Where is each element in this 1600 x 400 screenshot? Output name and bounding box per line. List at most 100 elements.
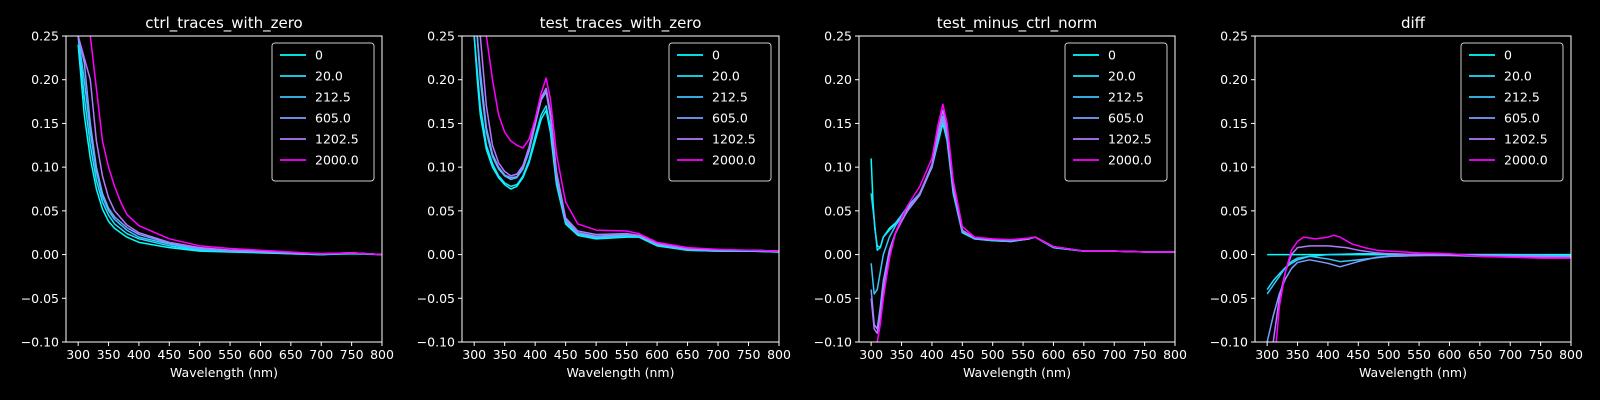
chart-1-x-axis-label: Wavelength (nm) [170,365,278,380]
chart-2-axes-frame [461,35,780,343]
chart-3-x-tick-label: 300 [859,347,883,362]
chart-2-legend-label: 20.0 [712,69,740,84]
chart-1-legend-box [271,42,375,182]
chart-3-y-tick-label: 0.00 [824,247,852,262]
chart-3-legend-box [1064,42,1168,182]
chart-2-x-tick-label: 500 [584,347,608,362]
chart-2-y-tick-label: 0.05 [427,203,455,218]
chart-1-legend-label: 212.5 [315,90,351,105]
chart-1-y-tick-label: 0.25 [31,29,59,44]
chart-3-x-tick-label: 750 [1133,347,1157,362]
chart-4-y-tick-label: 0.05 [1220,203,1248,218]
chart-4-x-tick-label: 500 [1377,347,1401,362]
chart-4-x-axis-label: Wavelength (nm) [1359,365,1467,380]
chart-1-x-tick-label: 800 [370,347,394,362]
chart-1-y-tick-label: 0.20 [31,72,59,87]
chart-4-legend-label: 20.0 [1504,69,1532,84]
chart-4-series-3-line [1266,254,1571,342]
chart-1-title: ctrl_traces_with_zero [145,14,302,33]
chart-3-y-tick-label: −0.10 [814,335,852,350]
chart-4-y-tick-label: 0.00 [1220,247,1248,262]
chart-4-x-tick-label: 800 [1559,347,1583,362]
chart-4-legend-label: 212.5 [1504,90,1540,105]
chart-4-y-tick-label: 0.15 [1220,116,1248,131]
chart-4-x-tick-label: 350 [1286,347,1310,362]
chart-2-legend-label: 0 [712,48,720,63]
chart-2-x-tick-label: 400 [523,347,547,362]
chart-1-x-tick-label: 750 [340,347,364,362]
chart-4-x-tick-label: 550 [1407,347,1431,362]
chart-1-x-tick-label: 500 [188,347,212,362]
chart-3-y-tick-label: 0.25 [824,29,852,44]
chart-4-legend-label: 2000.0 [1504,153,1548,168]
chart-3-y-tick-label: 0.05 [824,203,852,218]
chart-1-y-tick-label: 0.05 [31,203,59,218]
chart-1-y-tick-label: −0.10 [21,335,59,350]
chart-1-x-tick-label: 550 [218,347,242,362]
chart-3-legend-label: 212.5 [1108,90,1144,105]
chart-2-x-tick-label: 350 [493,347,517,362]
chart-2-legend-box [668,42,772,182]
chart-3-x-tick-label: 500 [981,347,1005,362]
chart-1-x-tick-label: 650 [279,347,303,362]
chart-2-x-tick-label: 750 [737,347,761,362]
chart-2-legend-label: 212.5 [712,90,748,105]
chart-3-legend-label: 2000.0 [1108,153,1152,168]
chart-3-axes-frame [858,35,1176,343]
chart-3-x-tick-label: 350 [890,347,914,362]
chart-4-legend-box [1460,42,1564,182]
chart-2-y-tick-label: −0.05 [417,291,455,306]
chart-1-legend-label: 0 [315,48,323,63]
chart-1-x-tick-label: 300 [66,347,90,362]
chart-2-legend-label: 2000.0 [712,153,756,168]
chart-2-y-tick-label: 0.15 [427,116,455,131]
chart-3-x-tick-label: 800 [1163,347,1187,362]
chart-4-x-tick-label: 750 [1529,347,1553,362]
chart-2-x-tick-label: 300 [462,347,486,362]
chart-1-x-tick-label: 700 [309,347,333,362]
chart-2-series-4-line [479,36,779,252]
chart-1-x-tick-label: 400 [127,347,151,362]
chart-3-x-tick-label: 650 [1072,347,1096,362]
chart-4-series-group [1266,234,1571,342]
chart-3-x-tick-label: 550 [1011,347,1035,362]
chart-2-x-axis-label: Wavelength (nm) [567,365,675,380]
chart-3-x-tick-label: 700 [1102,347,1126,362]
chart-2-x-tick-label: 550 [615,347,639,362]
chart-3-x-tick-label: 400 [920,347,944,362]
chart-1-series-group [77,36,382,256]
chart-4-x-tick-label: 650 [1468,347,1492,362]
chart-2-x-tick-label: 600 [645,347,669,362]
chart-4-x-tick-label: 300 [1255,347,1279,362]
chart-1-y-tick-label: 0.10 [31,160,59,175]
chart-4-y-tick-label: 0.25 [1220,29,1248,44]
chart-4-legend: 0 20.0 212.5 605.0 1202.5 2000.0 [1460,42,1564,182]
chart-1-y-tick-label: 0.15 [31,116,59,131]
chart-3-y-tick-label: 0.10 [824,160,852,175]
chart-2-x-tick-label: 800 [767,347,791,362]
chart-3-title: test_minus_ctrl_norm [937,14,1098,33]
chart-1-legend-label: 20.0 [315,69,343,84]
chart-4-y-tick-label: 0.10 [1220,160,1248,175]
chart-4-axes-frame [1254,35,1572,343]
chart-4-panel: 300 350 400 450 500 550 600 650 700 750 800 −0.10 −0… [1210,14,1583,380]
chart-4-title: diff [1401,14,1426,32]
chart-1-legend-label: 605.0 [315,111,351,126]
chart-3-y-tick-label: 0.15 [824,116,852,131]
chart-3-legend-label: 1202.5 [1108,132,1152,147]
chart-3-panel: 300 350 400 450 500 550 600 650 700 750 800 −0.10 −0… [814,14,1187,380]
chart-4-x-tick-label: 700 [1498,347,1522,362]
chart-1-legend-label: 2000.0 [315,153,359,168]
chart-2-series-0-line [473,36,779,253]
chart-2-x-tick-label: 700 [706,347,730,362]
chart-3-series-group [870,103,1175,342]
chart-4-y-tick-label: 0.20 [1220,72,1248,87]
chart-4-series-4-line [1272,245,1571,342]
chart-2-legend: 0 20.0 212.5 605.0 1202.5 2000.0 [668,42,772,182]
chart-2-y-tick-label: 0.10 [427,160,455,175]
chart-1-axes-frame [65,35,383,343]
chart-2-panel: 300 350 400 450 500 550 600 650 700 750 800 −0.10 −0… [417,14,791,380]
chart-2-y-tick-label: 0.20 [427,72,455,87]
chart-3-x-tick-label: 450 [950,347,974,362]
